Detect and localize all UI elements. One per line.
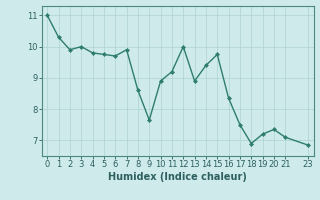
X-axis label: Humidex (Indice chaleur): Humidex (Indice chaleur) [108,172,247,182]
